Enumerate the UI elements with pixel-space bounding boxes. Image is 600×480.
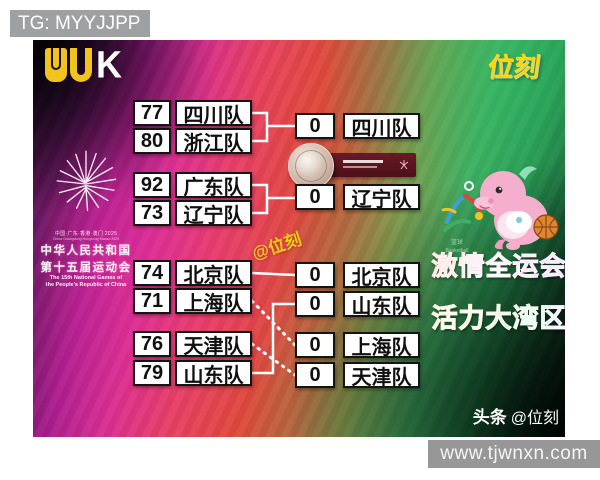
round1-score-liaoning: 73 [133,200,171,226]
watermark-weike: @位刻 [249,229,304,264]
uuk-u-glyph [45,48,67,82]
slogan-passion-games: 激情全运会 [429,246,565,283]
tournament-poster: 77 四川队 80 浙江队 92 广东队 73 辽宁队 74 北京队 71 上海… [33,40,565,437]
round2-score-shandong: 0 [295,291,335,317]
medal-ribbon [330,153,416,177]
slogan-vitality-bay-area: 活力大湾区 [429,298,565,335]
round2-team-shandong: 山东队 [343,291,420,318]
emblem-host-line: 中国·广东·香港·澳门 2025 [54,231,118,237]
round1-team-liaoning: 辽宁队 [175,200,252,227]
emblem-title-en1: The 15th National Games of [49,275,123,281]
medal-icon [288,143,334,189]
round2-score-beijing: 0 [295,262,335,288]
credit-handle: @位刻 [510,410,559,427]
uuk-k-glyph: K [96,42,122,86]
pictogram-label-cn: 篮球 [451,238,463,246]
uuk-u-glyph [70,48,92,82]
round1-team-guangdong: 广东队 [175,172,252,199]
round1-score-shandong: 79 [133,360,171,386]
credit-prefix: 头条 [472,408,507,427]
uuk-logo: K [45,42,122,86]
round2-team-sichuan: 四川队 [343,113,420,140]
emblem-host-line-en: China·Guangdong·Hongkong·Macao 2025 [52,237,120,241]
round1-team-shandong: 山东队 [175,360,252,387]
ribbon-text-line [343,160,383,163]
round1-score-shanghai: 71 [133,288,171,314]
emblem-title-line1: 中华人民共和国 [40,245,132,257]
round1-score-guangdong: 92 [133,172,171,198]
round2-score-tianjin: 0 [295,362,335,388]
brand-weike: 位刻 [485,52,542,82]
website-watermark: www.tjwnxn.com [428,440,600,468]
round2-team-liaoning: 辽宁队 [343,184,420,211]
round2-team-shanghai: 上海队 [343,332,420,359]
emblem-title-line2: 第十五届运动会 [40,262,132,274]
round1-team-shanghai: 上海队 [175,288,252,315]
basketball-pictogram-icon: 篮球 Basketball [441,181,483,254]
round1-score-beijing: 74 [133,260,171,286]
ribbon-emblem-icon [399,160,409,170]
round2-score-sichuan: 0 [295,113,335,139]
mascot-dolphin-icon [474,166,559,250]
round2-score-shanghai: 0 [295,332,335,358]
credit-toutiao: 头条 @位刻 [441,403,559,428]
tg-channel-badge: TG: MYYJJPP [10,10,150,37]
firework-flower-icon [56,150,117,212]
medal-face [295,150,327,182]
round1-score-zhejiang: 80 [133,128,171,154]
round1-team-tianjin: 天津队 [175,331,252,358]
national-games-emblem: 中国·广东·香港·澳门 2025 China·Guangdong·Hongkon… [35,144,137,288]
ribbon-text-line [343,166,377,168]
round1-team-sichuan: 四川队 [175,100,252,127]
round2-team-beijing: 北京队 [343,262,420,289]
round1-score-tianjin: 76 [133,331,171,357]
round2-score-liaoning: 0 [295,184,335,210]
round2-team-tianjin: 天津队 [343,362,420,389]
round1-team-zhejiang: 浙江队 [175,128,252,155]
round1-team-beijing: 北京队 [175,260,252,287]
emblem-title-en2: the People's Republic of China [45,281,127,288]
round1-score-sichuan: 77 [133,100,171,126]
pictogram-label-en: Basketball [445,248,468,254]
